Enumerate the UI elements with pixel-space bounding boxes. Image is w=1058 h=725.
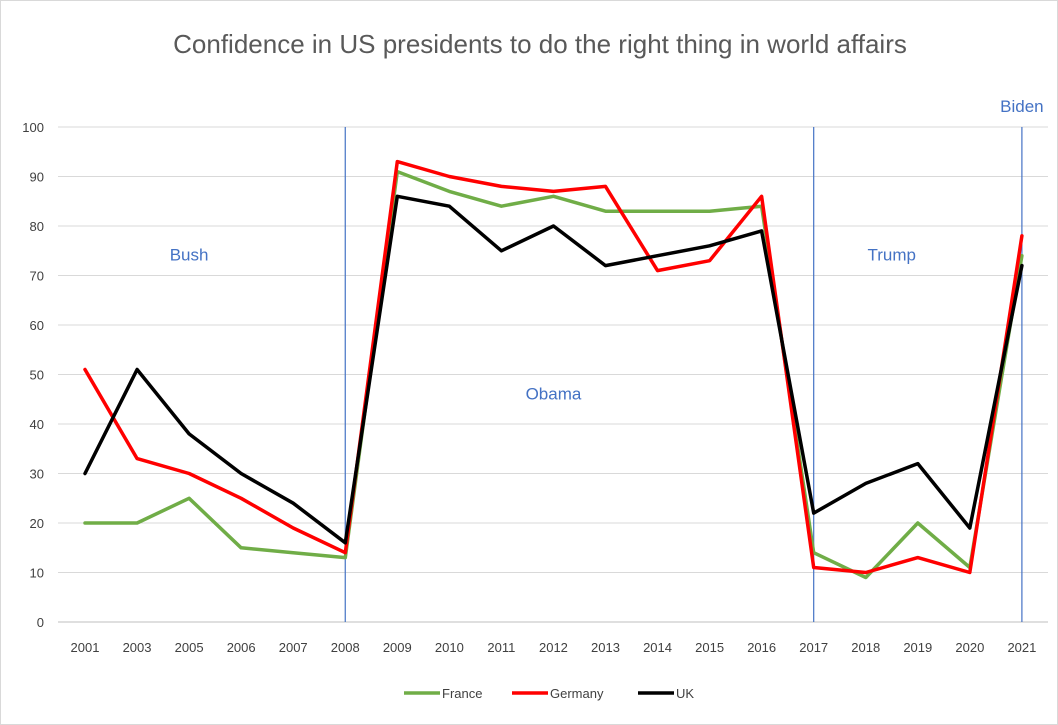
x-tick-label: 2019 — [903, 640, 932, 655]
era-label-obama: Obama — [526, 384, 582, 403]
y-tick-label: 50 — [30, 368, 44, 383]
y-axis-ticks: 0 10 20 30 40 50 60 70 80 90 100 — [22, 120, 44, 630]
x-tick-label: 2016 — [747, 640, 776, 655]
y-tick-label: 70 — [30, 269, 44, 284]
era-label-biden: Biden — [1000, 97, 1043, 116]
x-tick-label: 2010 — [435, 640, 464, 655]
series-line-uk — [83, 194, 1024, 545]
x-tick-label: 2011 — [487, 640, 515, 655]
gridlines — [58, 126, 1048, 623]
y-tick-label: 100 — [22, 120, 44, 135]
x-tick-label: 2018 — [851, 640, 880, 655]
x-axis-ticks: 2001 2003 2005 2006 2007 2008 2009 2010 2011 2012… — [71, 640, 1037, 655]
x-tick-label: 2013 — [591, 640, 620, 655]
y-tick-label: 0 — [37, 615, 44, 630]
era-label-trump: Trump — [868, 246, 917, 265]
y-tick-label: 10 — [30, 566, 44, 581]
y-tick-label: 60 — [30, 318, 44, 333]
x-tick-label: 2003 — [123, 640, 152, 655]
y-tick-label: 80 — [30, 219, 44, 234]
x-tick-label: 2012 — [539, 640, 568, 655]
legend-label-france: France — [442, 686, 482, 701]
y-tick-label: 90 — [30, 170, 44, 185]
x-tick-label: 2021 — [1007, 640, 1036, 655]
x-tick-label: 2015 — [695, 640, 724, 655]
x-tick-label: 2005 — [175, 640, 204, 655]
y-tick-label: 30 — [30, 467, 44, 482]
x-tick-label: 2017 — [799, 640, 828, 655]
x-tick-label: 2014 — [643, 640, 672, 655]
era-labels: Bush Obama Trump Biden — [170, 97, 1044, 403]
x-tick-label: 2006 — [227, 640, 256, 655]
legend-label-uk: UK — [676, 686, 694, 701]
y-tick-label: 40 — [30, 417, 44, 432]
x-tick-label: 2009 — [383, 640, 412, 655]
legend: France Germany UK — [404, 686, 694, 701]
era-label-bush: Bush — [170, 246, 209, 265]
data-series — [83, 159, 1024, 580]
x-tick-label: 2007 — [279, 640, 308, 655]
legend-label-germany: Germany — [550, 686, 604, 701]
x-tick-label: 2001 — [71, 640, 100, 655]
chart-title: Confidence in US presidents to do the ri… — [173, 29, 907, 59]
series-line-france — [83, 169, 1024, 580]
x-tick-label: 2020 — [955, 640, 984, 655]
series-line-germany — [83, 159, 1024, 575]
y-tick-label: 20 — [30, 516, 44, 531]
x-tick-label: 2008 — [331, 640, 360, 655]
